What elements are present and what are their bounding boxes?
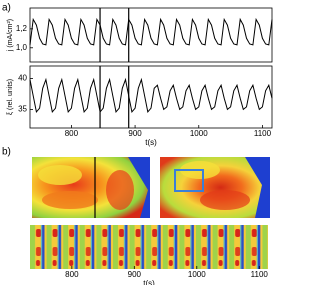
- plot-frame: [29, 65, 273, 129]
- x-axis-label: t(s): [145, 138, 157, 147]
- y-tick-label: 1,0: [16, 43, 28, 52]
- y-tick-label: 1,2: [16, 24, 28, 33]
- x-tick-label: 900: [128, 270, 142, 279]
- image-right: [160, 157, 270, 218]
- y-axis-label: ξ (rel. units): [7, 79, 14, 115]
- x-tick-label: 800: [65, 270, 79, 279]
- x-tick-label: 800: [65, 129, 79, 138]
- kymograph: [30, 225, 268, 269]
- image-left: [32, 157, 150, 218]
- panel-label: a): [2, 3, 11, 14]
- x-tick-label: 1000: [188, 270, 206, 279]
- panel-label: b): [2, 147, 11, 158]
- x-tick-label: 1100: [254, 129, 272, 138]
- x-axis-label: t(s): [143, 279, 155, 285]
- figure: a) b) 1,0 1,2j (mA/cm²) 35 40 ξ (rel. units) 80…: [2, 3, 273, 285]
- x-tick-label: 1100: [251, 270, 269, 279]
- series-line: [29, 77, 273, 114]
- y-axis-label: j (mA/cm²): [7, 19, 14, 52]
- x-tick-label: 900: [128, 129, 142, 138]
- y-tick-label: 40: [18, 74, 27, 83]
- series-line: [29, 17, 273, 46]
- y-tick-label: 35: [18, 105, 27, 114]
- plot-frame: [29, 7, 273, 63]
- x-tick-label: 1000: [190, 129, 208, 138]
